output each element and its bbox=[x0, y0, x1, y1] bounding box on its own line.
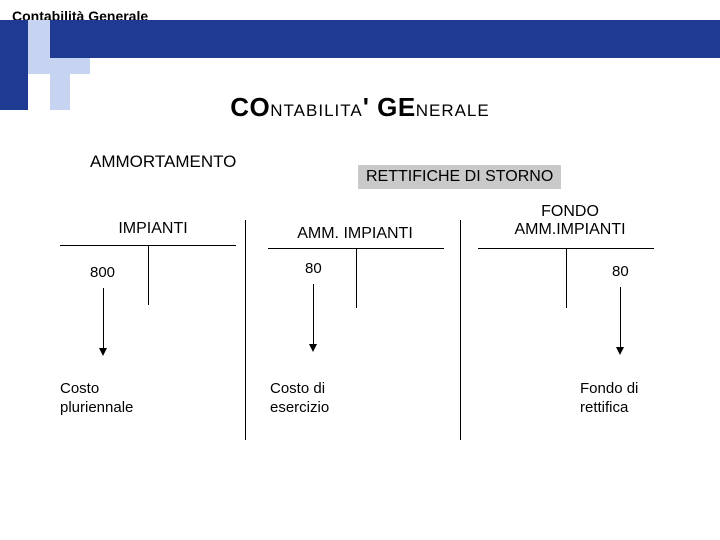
account-title-impianti: IMPIANTI bbox=[113, 220, 193, 238]
title-part: CO bbox=[230, 92, 270, 122]
title-part: ' bbox=[363, 92, 377, 122]
tag-rettifiche: RETTIFICHE DI STORNO bbox=[358, 165, 561, 189]
t-account-vline bbox=[356, 248, 357, 308]
account-caption-amm-impianti: Costo diesercizio bbox=[270, 380, 329, 418]
arrow-head-icon bbox=[616, 347, 624, 355]
account-title-fondo-amm-impianti: FONDOAMM.IMPIANTI bbox=[500, 203, 640, 239]
account-value-impianti: 800 bbox=[90, 264, 115, 281]
account-value-fondo-amm-impianti: 80 bbox=[612, 263, 629, 280]
slide-title: CONTABILITA' GENERALE bbox=[0, 92, 720, 123]
section-divider bbox=[245, 220, 246, 440]
t-account-vline bbox=[566, 248, 567, 308]
title-part: GE bbox=[377, 92, 416, 122]
account-caption-fondo-amm-impianti: Fondo direttifica bbox=[580, 380, 638, 418]
deco-block bbox=[50, 20, 720, 58]
account-value-amm-impianti: 80 bbox=[305, 260, 322, 277]
account-caption-impianti: Costopluriennale bbox=[60, 380, 133, 418]
arrow-line bbox=[103, 288, 104, 348]
t-account-vline bbox=[148, 245, 149, 305]
section-divider bbox=[460, 220, 461, 440]
arrow-line bbox=[313, 284, 314, 344]
arrow-head-icon bbox=[309, 344, 317, 352]
arrow-head-icon bbox=[99, 348, 107, 356]
deco-block bbox=[50, 58, 90, 74]
subtitle: AMMORTAMENTO bbox=[90, 152, 236, 172]
account-title-amm-impianti: AMM. IMPIANTI bbox=[295, 225, 415, 243]
title-part: NTABILITA bbox=[270, 101, 362, 120]
deco-block bbox=[28, 20, 50, 74]
arrow-line bbox=[620, 287, 621, 347]
title-part: NERALE bbox=[416, 101, 490, 120]
